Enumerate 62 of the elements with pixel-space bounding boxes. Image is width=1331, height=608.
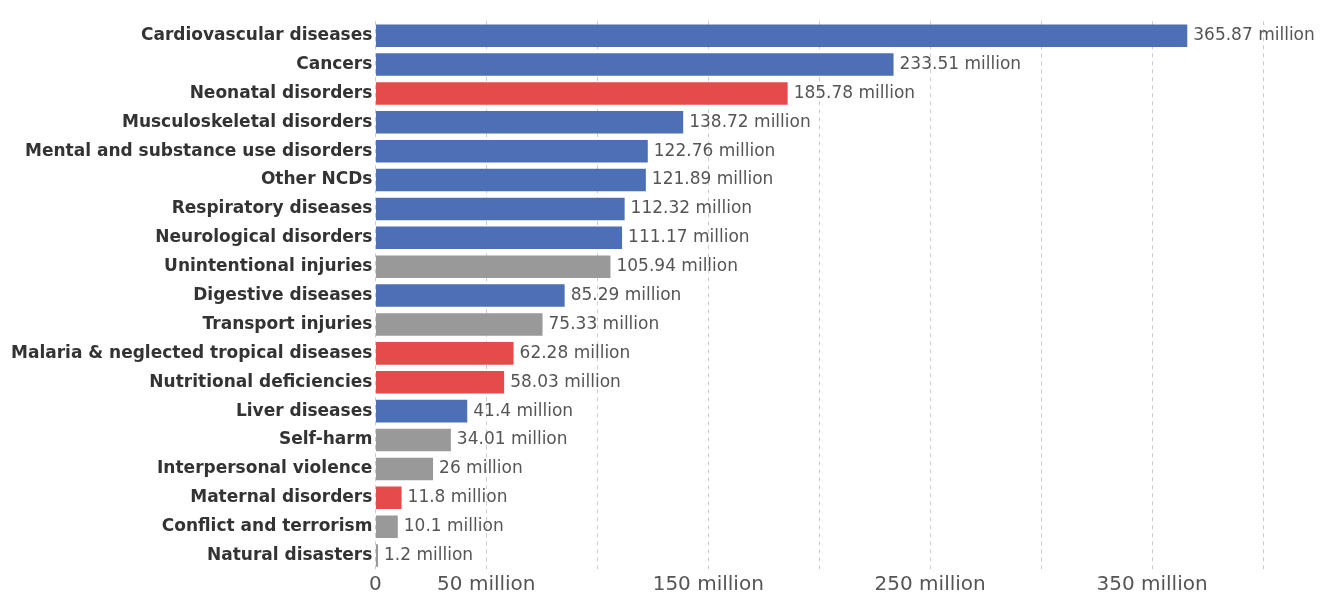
bar — [375, 313, 543, 336]
bar — [375, 544, 379, 567]
y-tick-label: Digestive diseases — [193, 284, 373, 305]
bar — [375, 24, 1188, 47]
data-label: 185.78 million — [793, 81, 916, 102]
data-label: 10.1 million — [403, 515, 504, 536]
bar — [375, 82, 788, 105]
y-tick-label: Unintentional injuries — [164, 255, 373, 276]
bar — [375, 399, 468, 423]
data-label: 11.8 million — [407, 486, 508, 507]
x-tick-label: 250 million — [874, 571, 986, 596]
bar — [375, 255, 611, 278]
data-label: 34.01 million — [456, 428, 568, 449]
y-tick-label: Nutritional deficiencies — [149, 370, 373, 391]
bar — [375, 53, 894, 76]
y-tick-label: Other NCDs — [260, 168, 373, 189]
bar — [375, 342, 514, 365]
y-tick-label: Maternal disorders — [190, 486, 373, 507]
y-tick-label: Liver diseases — [235, 399, 373, 420]
data-label: 1.2 million — [384, 543, 474, 564]
data-label: 26 million — [439, 457, 523, 478]
bar — [375, 168, 646, 192]
data-label: 138.72 million — [689, 110, 811, 131]
y-tick-label: Respiratory diseases — [171, 197, 373, 218]
y-tick-label: Malaria & neglected tropical diseases — [11, 341, 373, 362]
y-tick-label: Neonatal disorders — [189, 81, 373, 102]
bar — [375, 197, 625, 221]
data-label: 121.89 million — [651, 168, 774, 189]
bar — [375, 139, 648, 163]
data-label: 75.33 million — [548, 312, 660, 333]
data-label: 112.32 million — [630, 197, 753, 218]
y-tick-label: Interpersonal violence — [157, 457, 373, 478]
y-tick-label: Neurological disorders — [155, 226, 373, 247]
data-label: 105.94 million — [616, 255, 738, 276]
data-label: 122.76 million — [653, 139, 776, 160]
y-tick-label: Mental and substance use disorders — [25, 139, 373, 160]
y-tick-label: Transport injuries — [202, 312, 373, 333]
data-label: 58.03 million — [510, 370, 621, 391]
x-tick-label: 350 million — [1096, 571, 1208, 596]
data-label: 85.29 million — [570, 284, 682, 305]
y-tick-label: Musculoskeletal disorders — [121, 110, 373, 131]
x-tick-label: 0 — [369, 571, 382, 596]
y-tick-label: Cardiovascular diseases — [141, 24, 373, 45]
y-tick-label: Natural disasters — [206, 543, 373, 564]
bar — [375, 111, 684, 134]
bar — [375, 515, 398, 538]
data-label: 233.51 million — [899, 52, 1022, 73]
x-tick-label: 150 million — [652, 571, 764, 596]
bar — [375, 370, 505, 394]
data-label: 41.4 million — [473, 399, 574, 420]
y-tick-label: Conflict and terrorism — [161, 515, 373, 536]
bar — [375, 428, 451, 452]
data-label: 365.87 million — [1193, 24, 1315, 45]
x-tick-label: 50 million — [437, 571, 536, 596]
y-tick-label: Self-harm — [278, 428, 373, 449]
bar — [375, 284, 565, 307]
data-label: 111.17 million — [628, 226, 750, 247]
data-label: 62.28 million — [519, 341, 631, 362]
bar — [375, 226, 623, 250]
bar — [375, 457, 434, 481]
bar — [375, 486, 402, 510]
y-tick-label: Cancers — [296, 52, 373, 73]
